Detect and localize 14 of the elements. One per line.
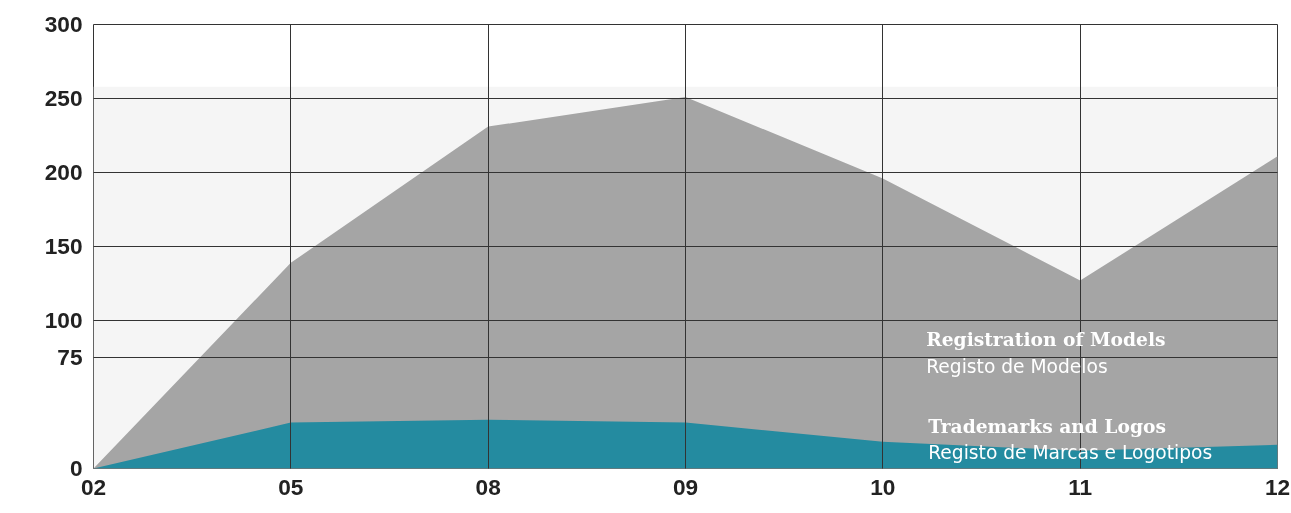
y-tick-label: 100: [44, 307, 83, 333]
x-tick-label: 11: [1068, 473, 1093, 500]
y-tick-label: 250: [44, 85, 83, 111]
y-tick-label: 150: [44, 233, 83, 259]
x-tick-label: 12: [1264, 473, 1291, 500]
y-tick-label: 75: [57, 344, 83, 370]
x-tick-label: 08: [475, 473, 501, 500]
x-tick-label: 10: [870, 473, 896, 500]
x-tick-label: 05: [278, 473, 304, 500]
x-tick-label: 02: [80, 473, 107, 500]
y-tick-label: 0: [69, 455, 83, 481]
y-tick-label: 300: [44, 11, 83, 37]
x-tick-label: 09: [672, 473, 699, 500]
y-tick-label: 200: [44, 159, 83, 185]
